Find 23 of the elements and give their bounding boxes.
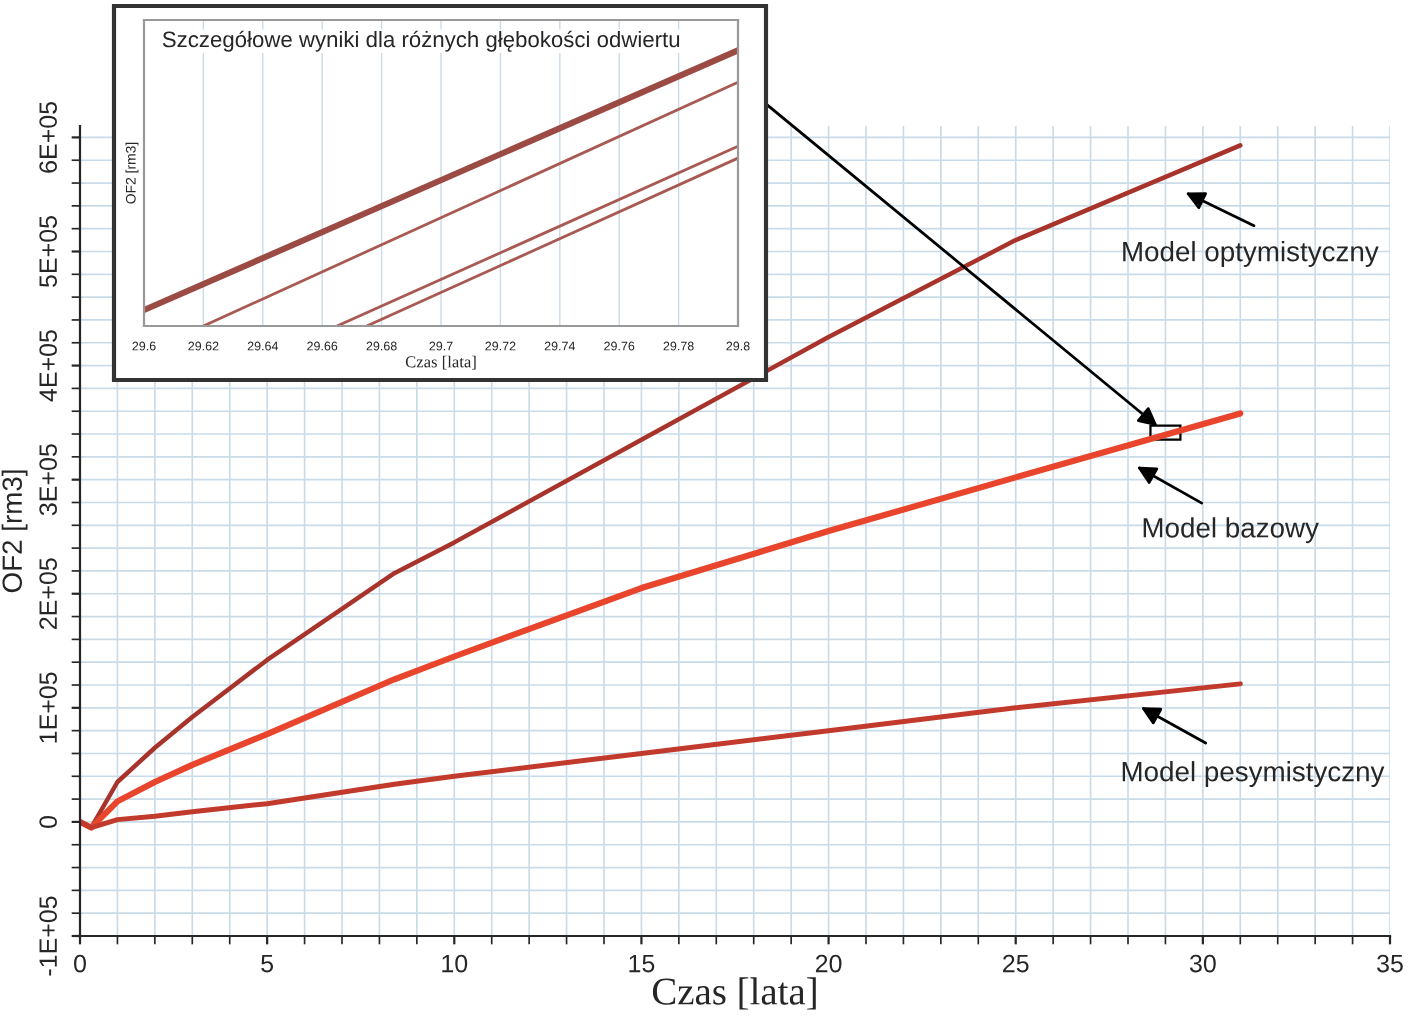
annotation: Model bazowy — [1143, 517, 1319, 544]
x-tick-label: 0 — [74, 954, 86, 973]
x-tick-label: 15 — [629, 954, 655, 973]
x-tick-label: 35 — [1377, 954, 1403, 973]
y-tick-label: 0 — [39, 815, 57, 828]
y-tick-label: 1E+05 — [39, 672, 57, 743]
annotation: Model optymistyczny — [1123, 241, 1379, 267]
y-tick-label: 6E+05 — [39, 101, 57, 173]
y-tick-label: 2E+05 — [39, 558, 57, 629]
x-axis-title: Czas [lata] — [405, 355, 476, 370]
x-tick-label: 5 — [261, 954, 274, 973]
y-tick-label: 3E+05 — [39, 444, 57, 516]
y-tick-label: 4E+05 — [39, 330, 57, 402]
x-tick-label: 10 — [442, 954, 468, 973]
y-tick-label: 5E+05 — [39, 216, 57, 287]
x-axis-title: Czas [lata] — [652, 977, 816, 1010]
x-tick-label: 30 — [1189, 954, 1216, 973]
chart-title: Szczegółowe wyniki dla różnych głębokości odwiertu — [162, 30, 680, 52]
annotation: Model pesymistyczny — [1122, 761, 1385, 787]
x-tick-label: 20 — [815, 954, 842, 973]
y-axis-title: OF2 [rm3] — [1, 470, 28, 593]
x-tick-label: 25 — [1003, 954, 1029, 973]
y-tick-label: -1E+05 — [39, 896, 57, 976]
